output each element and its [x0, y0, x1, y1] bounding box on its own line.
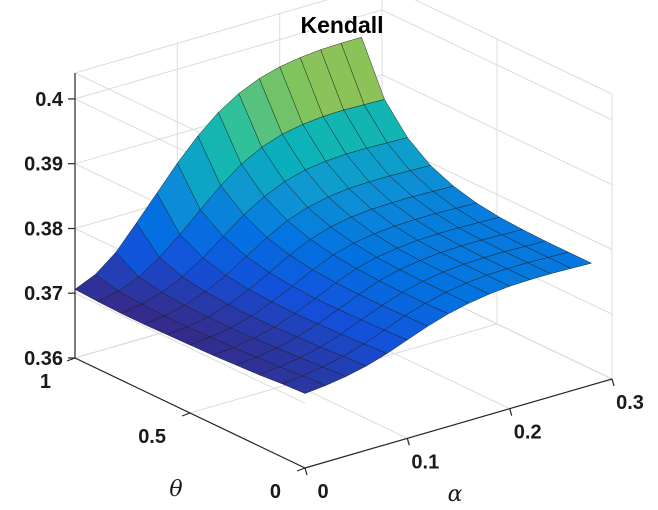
z-tick-label: 0.36 [24, 348, 63, 370]
z-tick-label: 0.39 [24, 154, 63, 176]
x-tick-mark [611, 378, 615, 387]
y-tick-label: 0 [270, 481, 281, 503]
x-axis-label: α [448, 482, 463, 507]
x-tick-mark [406, 438, 410, 446]
z-tick-label: 0.4 [35, 89, 64, 111]
y-tick-mark [181, 412, 191, 417]
z-gridline-left [74, 292, 306, 404]
axes-frame [66, 73, 615, 476]
y-tick-label: 0.5 [138, 426, 166, 448]
x-axis-line [304, 378, 613, 469]
x-tick-mark [509, 408, 513, 416]
x-tick-labels: 0 0.1 0.2 0.3 [317, 392, 643, 503]
chart-title: Kendall [300, 12, 383, 38]
x-tick-label: 0 [317, 481, 328, 503]
y-tick-labels: 00.51 [40, 371, 281, 503]
x-tick-label: 0.3 [616, 392, 644, 414]
surface-mesh [74, 36, 592, 394]
y-axis-label: θ [169, 477, 182, 502]
x-tick-label: 0.1 [411, 451, 439, 473]
z-gridline-back [74, 9, 383, 100]
y-tick-label: 1 [40, 371, 51, 393]
y-tick-mark [296, 467, 306, 472]
x-tick-label: 0.2 [514, 422, 542, 444]
z-gridline-side [381, 74, 613, 186]
surface-facet [281, 375, 326, 394]
z-tick-labels: 0.36 0.37 0.38 0.39 0.4 [24, 89, 64, 370]
x-tick-mark [304, 467, 308, 476]
z-tick-label: 0.38 [24, 219, 63, 241]
z-tick-label: 0.37 [24, 283, 63, 305]
z-gridline-side [381, 9, 613, 121]
box-edge [74, 0, 329, 74]
